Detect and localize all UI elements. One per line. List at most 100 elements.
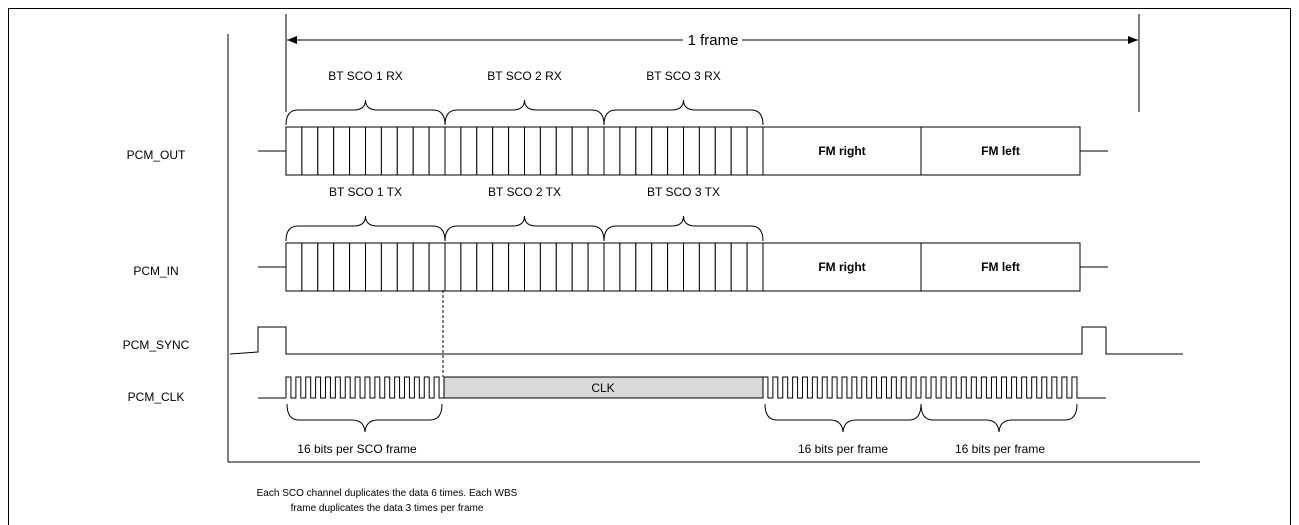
pcm-out-fm-label: FM left (981, 144, 1020, 158)
pcm-in-sco-bit (603, 242, 621, 292)
clk-waveform-fm-right (762, 376, 921, 399)
pcm-in-sco-bit (651, 242, 669, 292)
pcm-out-sco-bit (524, 126, 541, 176)
pcm-in-sco-bit (476, 242, 494, 292)
signal-label-pcm-sync: PCM_SYNC (123, 338, 190, 352)
pcm-out-group-label: BT SCO 2 RX (487, 69, 561, 83)
pcm-out-group-brace (444, 99, 605, 126)
pcm-in-fm-label: FM right (818, 260, 865, 274)
pcm-in-fm-slot (920, 242, 1081, 292)
pcm-out-sco-bit (460, 126, 478, 176)
signal-label-pcm-in: PCM_IN (133, 264, 178, 278)
pcm-in-sco-bit (428, 242, 446, 292)
pcm-in-sco-bit (571, 242, 589, 292)
pcm-in-sco-bit (587, 242, 605, 292)
pcm-out-sco-bit (635, 126, 653, 176)
clk-waveform-fm-left (920, 376, 1082, 399)
pcm-in-sco-bit (555, 242, 573, 292)
pcm-in-group-brace (603, 215, 764, 242)
figure-border (8, 8, 1291, 525)
pcm-in-sco-bit (683, 242, 700, 292)
pcm-out-fm-slot (920, 126, 1081, 176)
brace-frame-bits-1 (764, 403, 922, 433)
pcm-out-sco-bit (349, 126, 367, 176)
bits-sco-label: 16 bits per SCO frame (297, 442, 417, 456)
brace-sco-bits (286, 403, 443, 433)
pcm-out-sco-bit (555, 126, 573, 176)
pcm-out-sco-bit (714, 126, 732, 176)
pcm-in-sco-bit (714, 242, 732, 292)
clk-pulses-sco (285, 376, 444, 399)
pcm-in-sco-bit (508, 242, 526, 292)
pcm-out-sco-bit (619, 126, 637, 176)
pcm-out-sco-bit (317, 126, 335, 176)
pcm-in-sco-bit (635, 242, 653, 292)
clk-waveform-sco (285, 376, 444, 399)
pcm-in-row: BT SCO 1 TX BT SCO 2 TX BT SCO 3 TX FM righ… (258, 185, 1108, 292)
pcm-out-sco-bit (683, 126, 700, 176)
pcm-out-sco-bit (428, 126, 446, 176)
pcm-in-group-brace (444, 215, 605, 242)
pcm-out-fm-slot (762, 126, 922, 176)
pcm-in-sco-bit (380, 242, 398, 292)
bits-frame-label-1: 16 bits per frame (798, 442, 888, 456)
pcm-in-group-label: BT SCO 1 TX (329, 185, 402, 199)
pcm-out-sco-bit (396, 126, 414, 176)
pcm-in-sco-bit (667, 242, 684, 292)
pcm-in-sco-bit (492, 242, 510, 292)
pcm-in-sco-bit (619, 242, 637, 292)
pcm-out-row: BT SCO 1 RX BT SCO 2 RX BT SCO 3 RX FM righ… (258, 69, 1108, 176)
pcm-in-group-label: BT SCO 2 TX (488, 185, 561, 199)
frame-label: 1 frame (688, 32, 739, 49)
pcm-in-sco-bit (746, 242, 764, 292)
pcm-in-sco-bit (396, 242, 414, 292)
brace-frame-bits-2 (920, 403, 1078, 433)
pcm-out-fm-label: FM right (818, 144, 865, 158)
pcm-out-sco-bit (412, 126, 430, 176)
pcm-in-sco-bit (539, 242, 557, 292)
pcm-in-sco-bit (460, 242, 478, 292)
pcm-sync-waveform (229, 326, 1183, 355)
pcm-out-sco-bit (587, 126, 605, 176)
pcm-in-fm-slot (762, 242, 922, 292)
pcm-out-sco-bit (746, 126, 764, 176)
pcm-in-sco-bit (698, 242, 716, 292)
pcm-out-sco-bit (476, 126, 494, 176)
pcm-out-sco-bit (301, 126, 319, 176)
pcm-out-sco-bit (333, 126, 351, 176)
pcm-in-sco-bit (349, 242, 367, 292)
signal-label-pcm-clk: PCM_CLK (128, 390, 185, 404)
pcm-in-sco-bit (317, 242, 335, 292)
pcm-out-group-label: BT SCO 1 RX (328, 69, 402, 83)
pcm-out-sco-bit (285, 126, 303, 176)
signal-label-pcm-out: PCM_OUT (127, 148, 186, 162)
pcm-out-sco-bit (508, 126, 526, 176)
pcm-out-sco-bit (380, 126, 398, 176)
pcm-in-sco-bit (524, 242, 541, 292)
pcm-in-sco-bit (730, 242, 748, 292)
pcm-in-group-brace (285, 215, 446, 242)
pcm-in-sco-bit (285, 242, 303, 292)
pcm-in-sco-bit (365, 242, 382, 292)
pcm-in-sco-bit (301, 242, 319, 292)
pcm-out-sco-bit (492, 126, 510, 176)
pcm-in-sco-bit (333, 242, 351, 292)
caption-line-1: Each SCO channel duplicates the data 6 t… (257, 488, 518, 499)
pcm-out-group-brace (285, 99, 446, 126)
clk-pulses-fm (762, 376, 1082, 399)
pcm-in-sco-bit (412, 242, 430, 292)
pcm-out-sco-bit (698, 126, 716, 176)
pcm-out-sco-bit (603, 126, 621, 176)
pcm-out-group-label: BT SCO 3 RX (646, 69, 720, 83)
pcm-out-sco-bit (667, 126, 684, 176)
bits-frame-label-2: 16 bits per frame (955, 442, 1045, 456)
pcm-out-sco-bit (651, 126, 669, 176)
pcm-in-fm-label: FM left (981, 260, 1020, 274)
caption-line-2: frame duplicates the data 3 times per fr… (291, 503, 484, 514)
pcm-in-sco-bit (444, 242, 462, 292)
pcm-in-group-label: BT SCO 3 TX (647, 185, 720, 199)
clk-block-label: CLK (591, 381, 614, 395)
pcm-out-sco-bit (730, 126, 748, 176)
pcm-out-sco-bit (365, 126, 382, 176)
